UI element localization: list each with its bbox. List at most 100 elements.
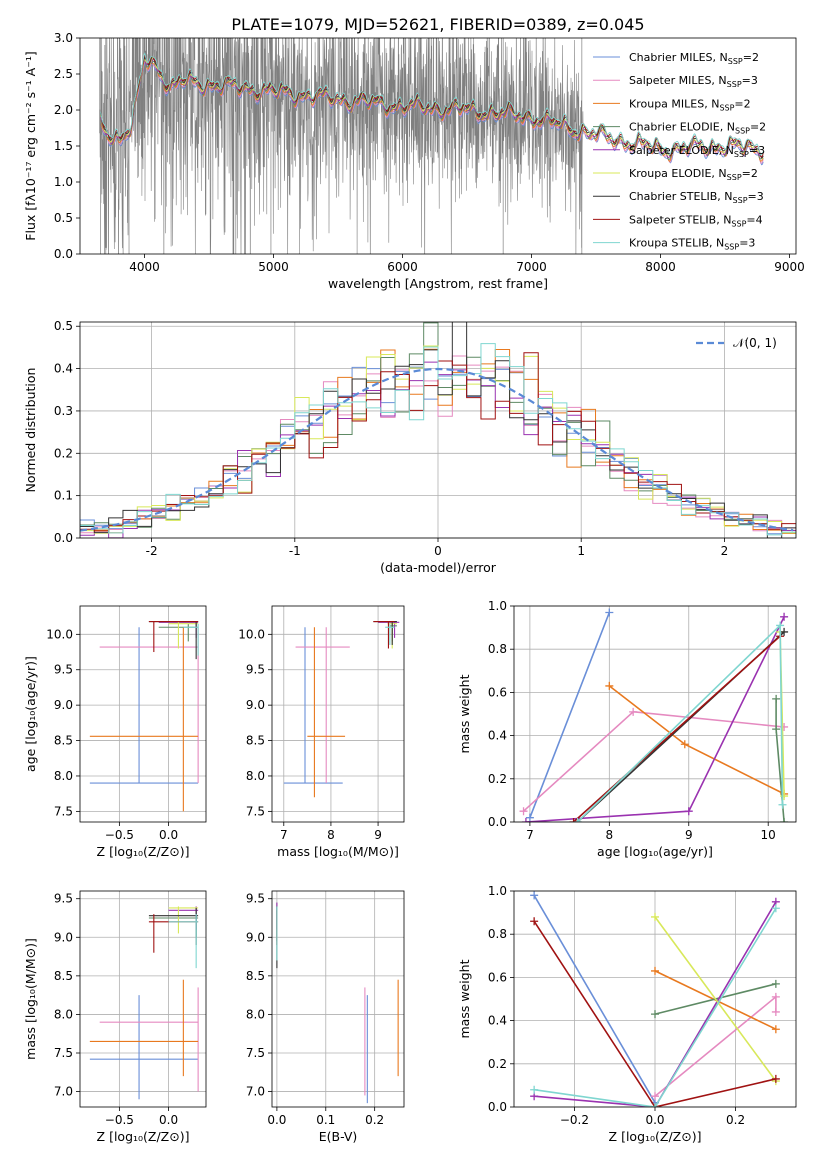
legend-entry-sub: SSP [733,196,748,205]
weight-point [771,979,780,988]
y-tick-label: 0.3 [54,404,73,418]
x-tick-label: 10 [761,828,776,842]
legend-entry: Chabrier STELIB, NSSP=3 [629,190,764,205]
x-tick-label: 9 [374,828,382,842]
x-tick-label: 7 [280,828,288,842]
y-tick-label: 0.1 [54,489,73,503]
y-tick-label: 7.0 [54,1085,73,1099]
x-tick-label: 0.2 [365,1113,384,1127]
y-tick-label: 0.8 [488,642,507,656]
weight-point [771,1025,780,1034]
legend-entry-name: Chabrier STELIB, N [629,190,733,203]
normal-curve [80,367,794,532]
x-axis-label: Z [log₁₀(Z/Z⊙)] [97,844,190,859]
legend-entry-suffix: =2 [734,97,750,110]
y-tick-label: 2.5 [54,67,73,81]
legend-entry-name: Salpeter ELODIE, N [629,144,734,157]
legend-entry: Kroupa ELODIE, NSSP=2 [629,167,758,182]
weight-point [780,792,789,801]
axes-frame [271,890,405,1108]
y-axis-label: Normed distribution [23,368,38,493]
weight-point [772,725,781,734]
x-tick-label: 0.2 [726,1113,745,1127]
y-tick-label: 0.4 [54,362,73,376]
legend-entry-suffix: =2 [750,121,766,134]
y-tick-label: 0.0 [488,1100,507,1114]
y-tick-label: 3.0 [54,31,73,45]
x-tick-label: -1 [289,544,301,558]
weight-point [605,608,614,617]
legend-entry-name: Chabrier MILES, N [629,51,728,64]
x-tick-label: 5000 [258,260,289,274]
legend-entry: Salpeter ELODIE, NSSP=3 [629,144,765,159]
weight-point [530,917,539,926]
weight-point [521,818,530,822]
legend-entry-suffix: =4 [746,213,762,226]
y-tick-label: 8.0 [246,1007,265,1021]
x-tick-label: 4000 [129,260,160,274]
legend-entry-name: Salpeter STELIB, N [629,213,731,226]
x-tick-label: 2 [721,544,729,558]
legend-entry-suffix: =3 [749,144,765,157]
y-tick-label: 8.5 [246,969,265,983]
y-tick-label: 0.6 [488,685,507,699]
weight-point [605,681,614,690]
weight-point [771,992,780,1001]
y-axis-label: mass [log₁₀(M/M⊙)] [23,938,38,1060]
weight-point [771,1007,780,1016]
weight-point [771,1074,780,1083]
y-tick-label: 0.0 [54,247,73,261]
axes-frame [513,890,797,1108]
y-tick-label: 0.2 [54,446,73,460]
y-tick-label: 7.5 [54,804,73,818]
plot-area [519,608,789,822]
y-axis-label: mass weight [457,674,472,753]
x-tick-label: 8 [606,828,614,842]
y-tick-label: 0.2 [488,772,507,786]
residuals-axes: -2 -1 0 1 2 0.0 0.1 0.2 0.3 0.4 0.5 (data-model)/er… [23,319,797,575]
weight-point [651,966,659,975]
legend-entry-name: Salpeter MILES, N [629,74,727,87]
x-axis-label: wavelength [Angstrom, rest frame] [328,276,548,291]
x-tick-label: 0.0 [267,1113,286,1127]
y-tick-label: 9.0 [246,698,265,712]
weight-point [573,818,582,822]
histogram-series-8 [80,343,796,538]
legend-entry-name: Kroupa STELIB, N [629,237,724,250]
legend-entry-suffix: =2 [742,167,758,180]
x-tick-label: 9000 [774,260,805,274]
mass-vs-metallicity-axes: −0.5 0.0 7.0 7.5 8.0 8.5 9.0 9.5 Z [log₁₀(Z/Z⊙)]… [23,890,207,1144]
legend-entry-sub: SSP [728,57,743,66]
y-tick-label: 9.0 [246,930,265,944]
y-axis-label: Flux [fλ10⁻¹⁷ erg cm⁻² s⁻¹ A⁻¹] [23,51,38,240]
x-tick-label: 0.0 [645,1113,664,1127]
weight-point [771,904,780,913]
plot-area [89,906,199,1100]
weight-point [651,1103,659,1107]
x-tick-label: 0 [434,544,442,558]
weight-point [519,807,528,816]
y-tick-label: 1.5 [54,139,73,153]
y-tick-label: 7.0 [246,1085,265,1099]
legend-entry: Kroupa MILES, NSSP=2 [629,97,751,112]
legend-entry-sub: SSP [735,127,750,136]
x-axis-label: Z [log₁₀(Z/Z⊙)] [609,1129,702,1144]
weight-point [530,891,539,900]
legend-entry-name: Kroupa MILES, N [629,97,719,110]
y-tick-label: 0.8 [488,927,507,941]
legend-entry-sub: SSP [724,243,739,252]
legend-entry-name: Chabrier ELODIE, N [629,121,735,134]
x-tick-label: −0.5 [105,828,134,842]
weight-point [651,912,659,921]
x-tick-label: 8000 [645,260,676,274]
legend-entry-sub: SSP [731,219,746,228]
weight-point [780,612,789,621]
legend-entry: Salpeter MILES, NSSP=3 [629,74,758,89]
weight-vs-age-axes: 7 8 9 10 0.0 0.2 0.4 0.6 0.8 1.0 age [log₁₀(age/yr… [457,599,797,859]
x-tick-label: 6000 [387,260,418,274]
y-tick-label: 0.2 [488,1057,507,1071]
x-tick-label: 0.1 [316,1113,335,1127]
spectrum-data-line [99,38,584,254]
y-tick-label: 8.0 [246,769,265,783]
legend-entry-name: Kroupa ELODIE, N [629,167,727,180]
